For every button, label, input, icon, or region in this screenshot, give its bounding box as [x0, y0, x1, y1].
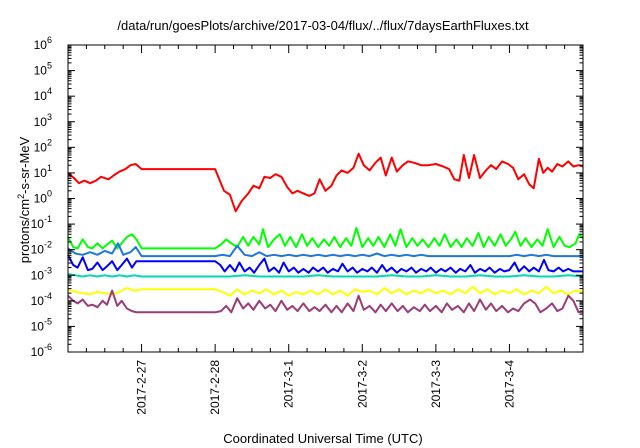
y-tick-exp: -5: [44, 316, 52, 326]
y-tick-base: 10: [34, 64, 48, 78]
y-tick-exp: -4: [44, 291, 52, 301]
y-axis-label: protons/cm2-s-sr-MeV: [16, 136, 32, 263]
x-tick-label: 2017-3-3: [429, 360, 443, 408]
y-tick-label: 101: [34, 163, 52, 180]
series-line-1: [67, 152, 584, 213]
series-line-6: [67, 285, 584, 297]
y-tick-base: 10: [34, 38, 48, 52]
y-tick-base: 10: [31, 319, 45, 333]
y-tick-exp: -2: [44, 240, 52, 250]
chart-title: /data/run/goesPlots/archive/2017-03-04/f…: [117, 18, 529, 33]
y-tick-exp: 5: [47, 61, 52, 71]
y-tick-base: 10: [31, 243, 45, 257]
y-axis-label-base: protons/cm: [17, 199, 32, 263]
y-tick-base: 10: [34, 192, 48, 206]
y-tick-exp: -6: [44, 342, 52, 352]
y-tick-exp: 0: [47, 189, 52, 199]
x-axis-label: Coordinated Universal Time (UTC): [223, 431, 422, 446]
y-tick-exp: -1: [44, 214, 52, 224]
y-tick-label: 10-4: [31, 291, 52, 308]
x-tick-label: 2017-3-1: [282, 360, 296, 408]
x-tick-label: 2017-3-2: [355, 360, 369, 408]
y-tick-label: 106: [34, 35, 52, 52]
y-tick-label: 10-1: [31, 214, 52, 231]
y-tick-base: 10: [31, 217, 45, 231]
y-tick-exp: 6: [47, 35, 52, 45]
y-axis-label-rest: -s-sr-MeV: [17, 136, 32, 193]
y-tick-base: 10: [31, 294, 45, 308]
y-tick-base: 10: [34, 115, 48, 129]
y-tick-label: 10-6: [31, 342, 52, 359]
series-group: [67, 152, 584, 314]
y-tick-base: 10: [34, 140, 48, 154]
series-line-7: [67, 289, 583, 314]
x-tick-label: 2017-2-27: [135, 360, 149, 415]
y-tick-exp: 1: [47, 163, 52, 173]
y-tick-base: 10: [31, 268, 45, 282]
y-tick-label: 100: [34, 189, 52, 206]
x-tick-label: 2017-3-4: [502, 360, 516, 408]
y-axis: 10610510410310210110010-110-210-310-410-…: [31, 35, 583, 359]
y-tick-exp: 4: [47, 86, 52, 96]
y-tick-label: 104: [34, 86, 52, 103]
series-line-2: [67, 226, 584, 250]
y-tick-label: 103: [34, 112, 52, 129]
x-tick-label: 2017-2-28: [208, 360, 222, 415]
series-line-5: [67, 273, 584, 278]
y-axis-label-sup: 2: [16, 194, 26, 199]
x-axis: 2017-2-27 2017-2-28 2017-3-1 2017-3-2 2017-3…: [85, 45, 566, 415]
y-tick-base: 10: [31, 345, 45, 359]
y-tick-label: 10-3: [31, 265, 52, 282]
y-tick-exp: 2: [47, 137, 52, 147]
y-tick-label: 10-5: [31, 316, 52, 333]
series-line-4: [67, 254, 583, 274]
y-tick-label: 10-2: [31, 240, 52, 257]
series-line-3: [67, 242, 583, 258]
y-tick-exp: -3: [44, 265, 52, 275]
y-tick-base: 10: [34, 89, 48, 103]
y-tick-label: 102: [34, 137, 52, 154]
y-tick-label: 105: [34, 61, 52, 78]
y-tick-base: 10: [34, 166, 48, 180]
y-tick-exp: 3: [47, 112, 52, 122]
plot-frame: [67, 44, 584, 353]
